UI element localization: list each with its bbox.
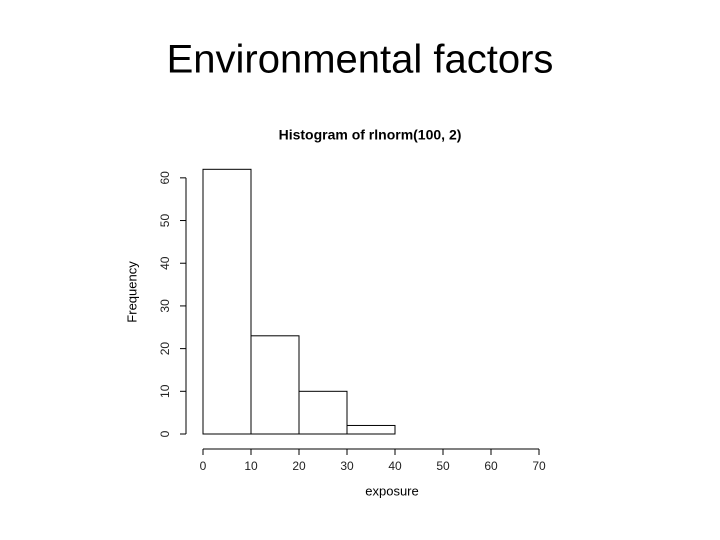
y-tick-label: 50 — [158, 214, 172, 228]
histogram-bar — [202, 168, 252, 435]
x-tick-label: 20 — [292, 459, 306, 473]
x-tick-label: 70 — [532, 459, 546, 473]
slide-title: Environmental factors — [167, 38, 554, 82]
histogram-bar — [250, 335, 300, 435]
x-tick-label: 30 — [340, 459, 354, 473]
x-tick-label: 0 — [200, 459, 207, 473]
histogram-bar — [346, 424, 396, 435]
y-tick-label: 10 — [158, 384, 172, 398]
x-axis-label: exposure — [365, 483, 418, 498]
y-tick-label: 20 — [158, 342, 172, 356]
x-tick-label: 40 — [388, 459, 402, 473]
y-tick-label: 0 — [158, 430, 172, 437]
histogram-bar — [298, 390, 348, 435]
y-tick-label: 60 — [158, 171, 172, 185]
y-tick-label: 30 — [158, 299, 172, 313]
x-tick-label: 10 — [244, 459, 258, 473]
x-tick-label: 50 — [436, 459, 450, 473]
y-tick-label: 40 — [158, 256, 172, 270]
y-axis-label: Frequency — [124, 261, 139, 323]
chart-title: Histogram of rlnorm(100, 2) — [279, 127, 462, 143]
x-tick-label: 60 — [484, 459, 498, 473]
